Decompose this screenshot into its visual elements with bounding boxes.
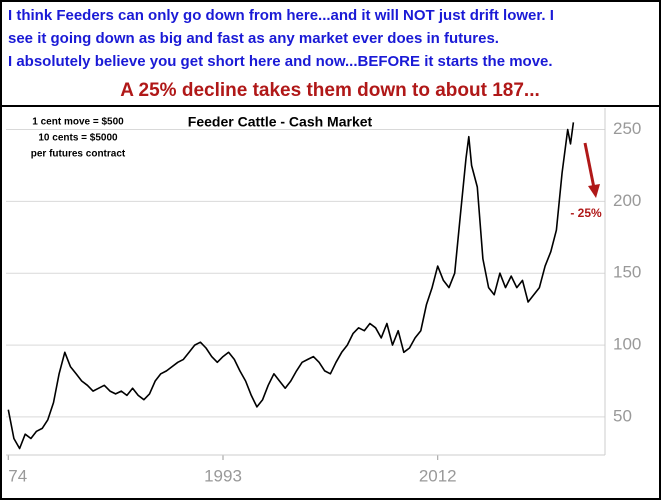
x-tick-label: 2012 bbox=[419, 466, 457, 485]
y-tick-label: 100 bbox=[613, 335, 641, 354]
arrow-head bbox=[588, 184, 600, 198]
plot-area: 50 100 150 200 250 74 1993 2012 bbox=[6, 108, 641, 485]
x-tick-label: 1993 bbox=[204, 466, 242, 485]
annotation: 10 cents = $5000 bbox=[38, 133, 118, 144]
annotation: 1 cent move = $500 bbox=[32, 117, 124, 128]
chart-title: Feeder Cattle - Cash Market bbox=[188, 114, 373, 130]
x-tick-label: 74 bbox=[8, 466, 27, 485]
y-tick-label: 250 bbox=[613, 119, 641, 138]
header-line: I think Feeders can only go down from he… bbox=[8, 7, 554, 24]
y-tick-label: 200 bbox=[613, 191, 641, 210]
y-tick-label: 150 bbox=[613, 263, 641, 282]
header-line: see it going down as big and fast as any… bbox=[8, 30, 499, 47]
annotation: per futures contract bbox=[31, 149, 126, 160]
headline: A 25% decline takes them down to about 1… bbox=[120, 80, 540, 101]
arrow bbox=[583, 142, 596, 189]
header-line: I absolutely believe you get short here … bbox=[8, 53, 553, 70]
y-tick-label: 50 bbox=[613, 406, 632, 425]
price-line bbox=[7, 122, 575, 450]
annotation: - 25% bbox=[570, 206, 602, 220]
